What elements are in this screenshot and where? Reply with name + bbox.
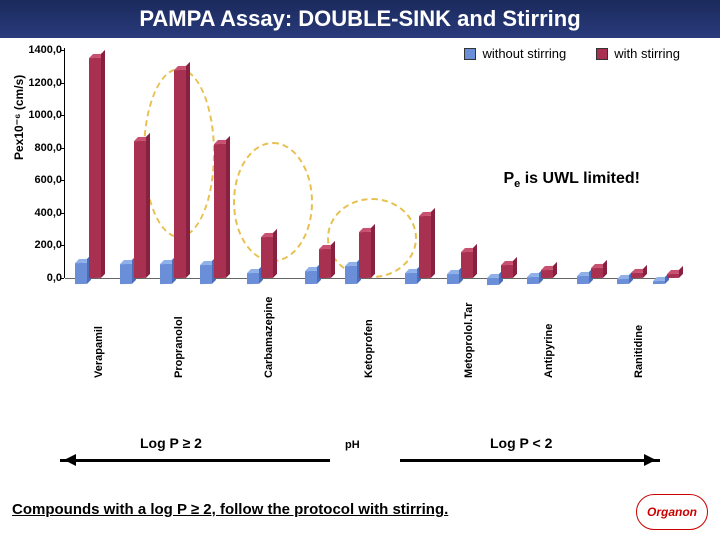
bar-with (631, 273, 643, 278)
footnote: Compounds with a log P ≥ 2, follow the p… (12, 501, 448, 518)
bar-without (345, 266, 357, 284)
bar-without (617, 279, 629, 284)
bar-without (577, 276, 589, 284)
y-tick: 200,0 (20, 239, 62, 251)
x-label: Carbamazepine (263, 297, 275, 378)
page-title: PAMPA Assay: DOUBLE-SINK and Stirring (0, 0, 720, 38)
arrow-right-head-icon (644, 454, 662, 466)
annotation: Pe is UWL limited! (503, 170, 640, 190)
bar-without (405, 273, 417, 284)
y-tick: 1200,0 (20, 77, 62, 89)
x-label: Antipyrine (543, 324, 555, 378)
bar-with (214, 144, 226, 278)
legend-item-with: with stirring (596, 46, 680, 61)
bar-with (89, 58, 101, 278)
bar-with (501, 265, 513, 278)
bar-with (174, 69, 186, 278)
arrow-right-line (400, 459, 660, 462)
x-label: Verapamil (93, 326, 105, 378)
legend-label-with: with stirring (614, 46, 680, 61)
chart-floor (65, 278, 665, 279)
y-tick: 0,0 (20, 272, 62, 284)
arrow-left-head-icon (58, 454, 76, 466)
arrow-center-label: pH (345, 439, 360, 451)
bar-without (160, 264, 172, 284)
bar-without (75, 263, 87, 284)
plot-area: Verapamil Propranolol Carbamazepine Ketopro… (65, 50, 665, 390)
legend-swatch-with (596, 48, 608, 60)
y-tick: 600,0 (20, 174, 62, 186)
bar-with (591, 268, 603, 278)
x-label: Ketoprofen (363, 319, 375, 378)
bar-with (319, 249, 331, 279)
arrow-right-label: Log P < 2 (490, 435, 552, 451)
chart: Pex10⁻⁶ (cm/s) 0,0200,0400,0600,0800,010… (10, 40, 710, 440)
brand-logo: Organon (636, 494, 708, 530)
bar-with (667, 274, 679, 278)
bar-with (541, 270, 553, 278)
y-tick: 1400,0 (20, 44, 62, 56)
arrow-left-label: Log P ≥ 2 (140, 435, 202, 451)
arrows: Log P ≥ 2 pH Log P < 2 (60, 453, 660, 473)
bar-with (261, 237, 273, 278)
bar-with (419, 216, 431, 278)
x-label: Ranitidine (633, 325, 645, 378)
y-tick: 800,0 (20, 142, 62, 154)
bar-without (653, 281, 665, 284)
bar-with (359, 232, 371, 278)
bar-without (305, 271, 317, 284)
legend: without stirring with stirring (464, 46, 680, 61)
legend-label-without: without stirring (482, 46, 566, 61)
legend-swatch-without (464, 48, 476, 60)
bar-without (447, 274, 459, 284)
arrow-left-line (60, 459, 330, 462)
bar-without (120, 264, 132, 284)
x-label: Propranolol (173, 316, 185, 378)
bar-with (461, 252, 473, 278)
y-tick: 1000,0 (20, 109, 62, 121)
bar-with (134, 141, 146, 278)
bar-without (487, 277, 499, 284)
bar-without (247, 273, 259, 285)
x-label: Metoprolol.Tar (463, 302, 475, 378)
legend-item-without: without stirring (464, 46, 566, 61)
y-tick: 400,0 (20, 207, 62, 219)
bar-without (527, 277, 539, 285)
bar-without (200, 265, 212, 284)
